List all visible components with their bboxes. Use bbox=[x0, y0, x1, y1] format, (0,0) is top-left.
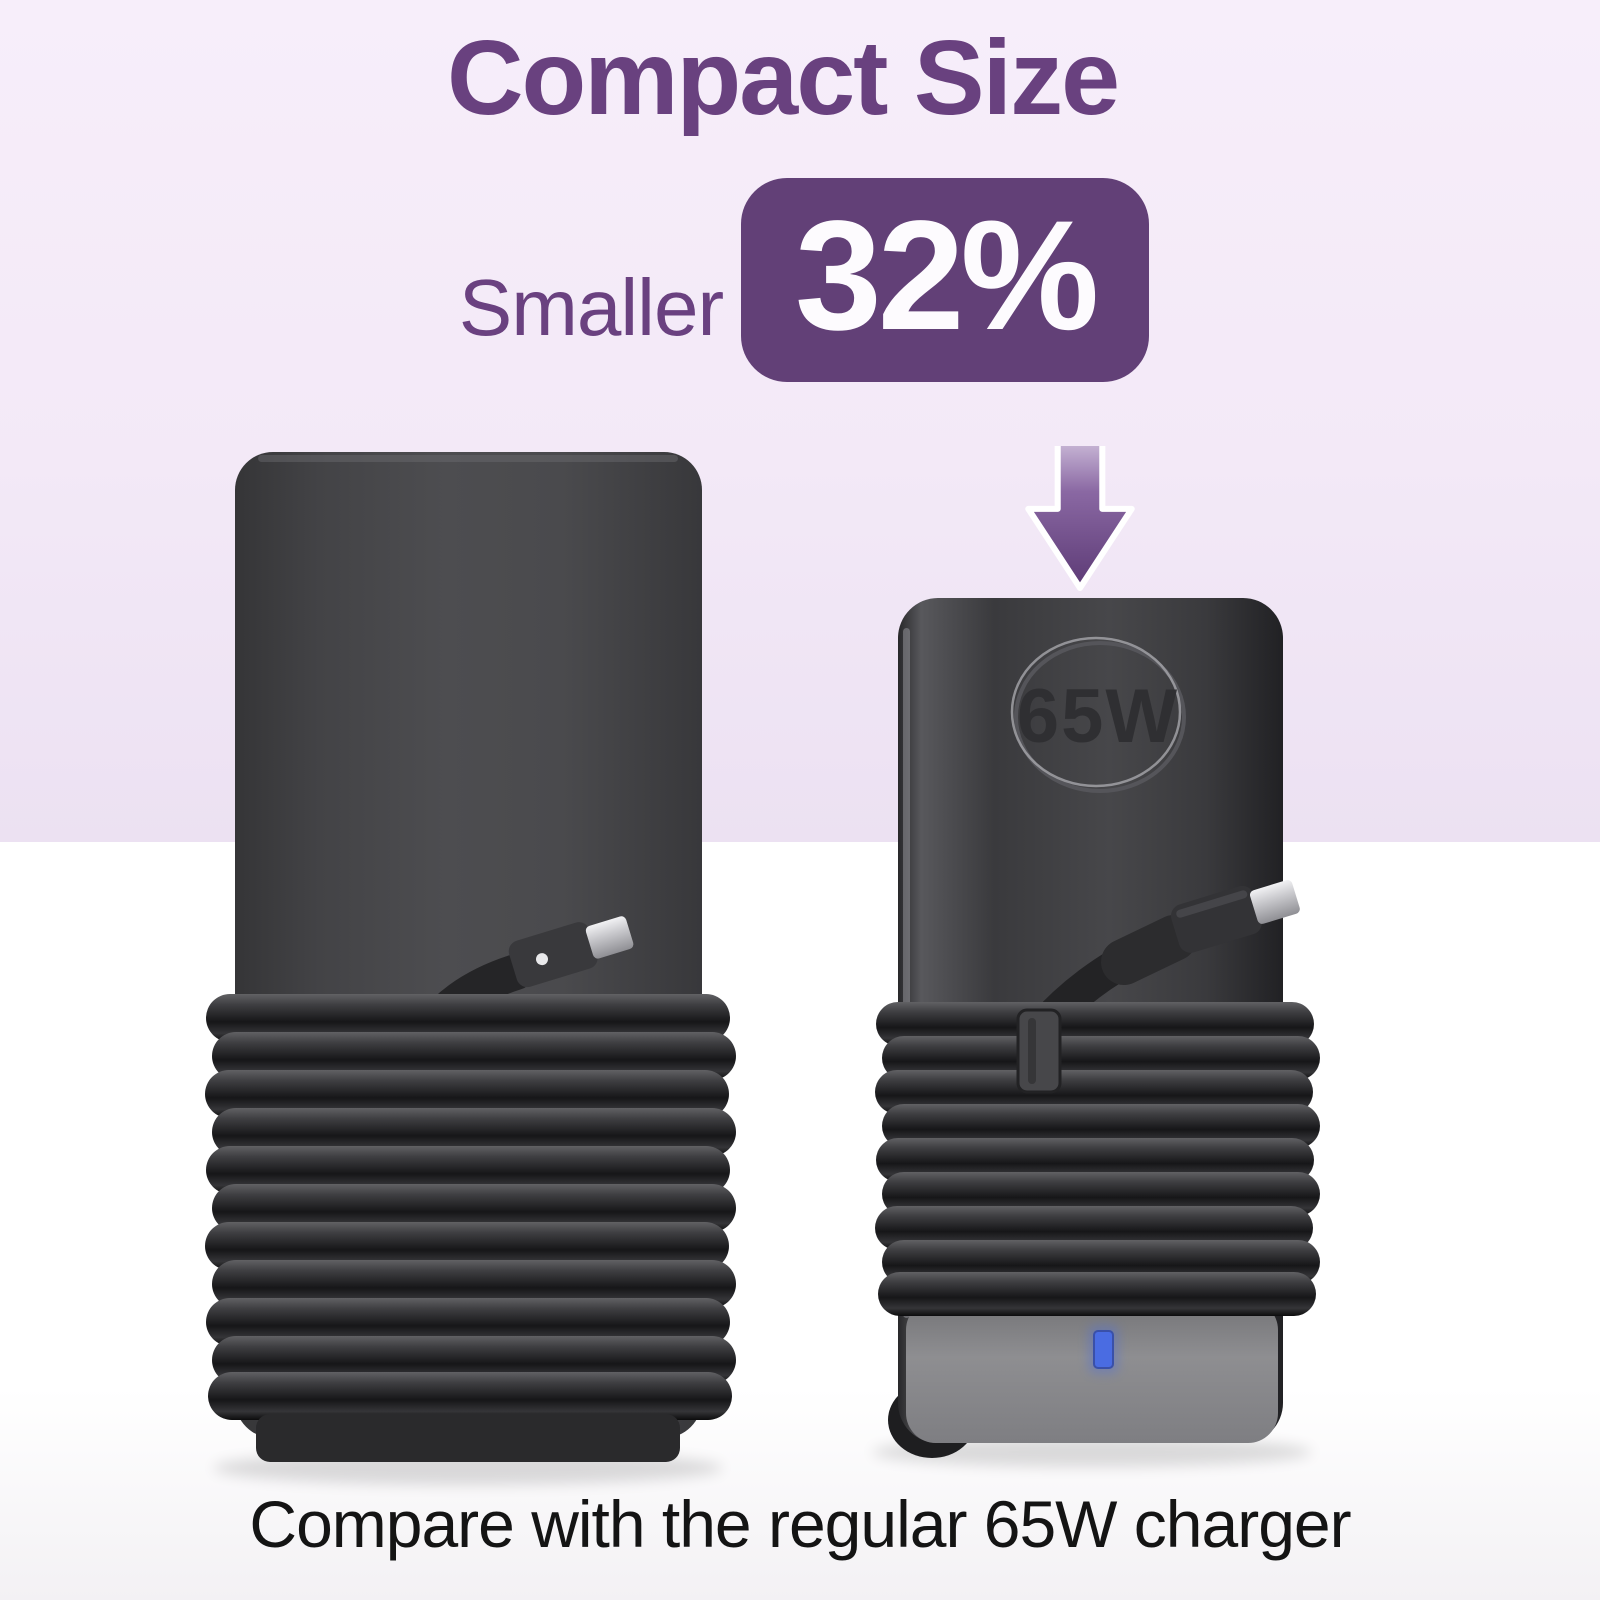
compact-charger-cable-molding bbox=[1101, 915, 1197, 985]
led-indicator bbox=[1088, 1325, 1119, 1374]
regular-charger bbox=[205, 452, 736, 1485]
compact-charger: 65W bbox=[872, 598, 1320, 1467]
wattage-emblem: 65W bbox=[1010, 636, 1186, 793]
percent-value: 32% bbox=[794, 188, 1099, 363]
compact-charger-shadow bbox=[872, 1437, 1312, 1467]
regular-charger-top-highlight bbox=[258, 455, 678, 462]
cable-clip bbox=[1016, 1008, 1062, 1094]
caption: Compare with the regular 65W charger bbox=[249, 1487, 1351, 1561]
wattage-label: 65W bbox=[1017, 674, 1179, 759]
usb-c-plug-right bbox=[1170, 880, 1300, 953]
compact-charger-coils bbox=[875, 1002, 1320, 1316]
percent-badge: 32% bbox=[741, 178, 1150, 382]
regular-charger-coils bbox=[205, 994, 736, 1420]
size-reduction-row: Smaller 32% bbox=[8, 178, 1600, 382]
down-arrow-icon bbox=[1025, 446, 1135, 591]
regular-charger-base bbox=[256, 1414, 680, 1462]
usb-c-plug-left bbox=[508, 916, 634, 988]
page-title: Compact Size bbox=[446, 19, 1120, 137]
smaller-label: Smaller bbox=[458, 263, 724, 352]
